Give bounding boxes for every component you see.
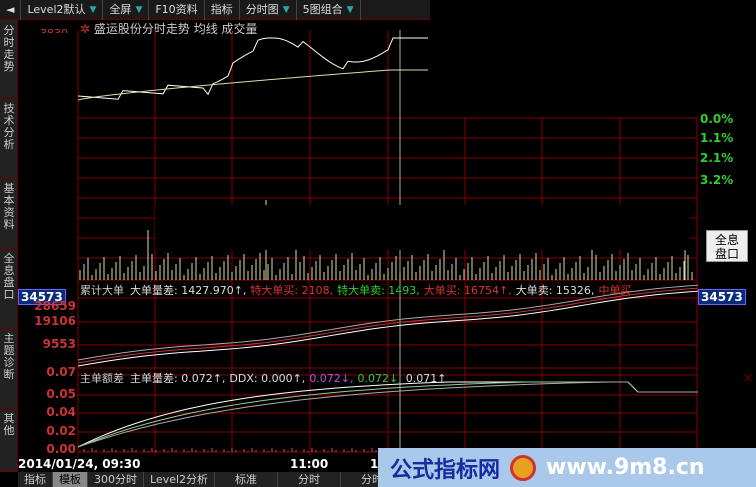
dropdown-icon[interactable]: ▼ [89, 5, 97, 15]
toolbar-item[interactable]: 指标 [205, 0, 240, 20]
sidebar-tab[interactable]: 技术分析 [0, 100, 18, 180]
sidebar-tab[interactable]: 全息盘口 [0, 250, 18, 330]
big-order-right-value: 34573 [698, 289, 746, 305]
legend-item: 0.072↓, [357, 372, 402, 385]
big-order-y-label: 19106 [34, 314, 76, 328]
quanxi-panel-button[interactable]: 全息 盘口 [706, 230, 748, 262]
bottom-tab[interactable]: 指标 [18, 472, 53, 487]
legend-item: 0.072↓, [309, 372, 354, 385]
sidebar-tab[interactable]: 基本资料 [0, 180, 18, 250]
sidebar-tab[interactable]: 分时走势 [0, 22, 18, 100]
time-label-next: 1 [370, 457, 379, 471]
big-order-y-label: 28659 [34, 299, 76, 313]
main-order-y-label: 0.02 [46, 424, 76, 438]
back-button[interactable]: ◄ [0, 0, 22, 20]
time-label-1100: 11:00 [290, 457, 329, 471]
legend-item: 特大单买: 2108, [250, 284, 334, 297]
watermark-banner: 公式指标网 www.9m8.cn [378, 448, 756, 487]
bottom-tab[interactable]: 300分时 [88, 472, 144, 487]
sidebar-tab[interactable]: 主题诊断 [0, 330, 18, 410]
toolbar-item[interactable]: F10资料 [149, 0, 205, 20]
big-order-y-label: 9553 [42, 337, 76, 351]
legend-item: DDX: 0.000↑, [229, 372, 306, 385]
toolbar-item-label: 指标 [210, 3, 233, 16]
toolbar-item-label: Level2默认 [27, 3, 86, 16]
bottom-tabs: 指标 模板 300分时 Level2分析 标准 分时 分时 [18, 472, 405, 487]
legend-item: 中单买 [598, 284, 632, 297]
watermark-site-name: 公式指标网 [390, 457, 501, 483]
main-order-y-label: 0.04 [46, 405, 76, 419]
stock-icon: ✲ [80, 22, 94, 36]
back-arrow-icon: ◄ [6, 3, 15, 16]
main-order-y-label: 0.00 [46, 442, 76, 456]
bottom-tab[interactable]: 分时 [278, 472, 342, 487]
close-icon: × [742, 370, 754, 386]
percent-label: 3.2% [700, 173, 734, 187]
toolbar-item[interactable]: Level2默认 ▼ [21, 0, 104, 20]
masked-region [430, 20, 756, 117]
toolbar-item-label: 全屏 [109, 3, 132, 16]
main-order-legend: 主单额差 主单量差: 0.072↑, DDX: 0.000↑, 0.072↓, 0.07… [80, 370, 450, 386]
big-order-line [77, 290, 699, 367]
legend-item: 大单量差: 1427.970↑, [130, 284, 247, 297]
main-order-y-label: 0.07 [46, 365, 76, 379]
percent-label: 1.1% [700, 131, 734, 145]
bottom-tab[interactable]: Level2分析 [144, 472, 216, 487]
bottom-tab[interactable]: 模板 [53, 472, 88, 487]
main-order-y-label: 0.05 [46, 387, 76, 401]
toolbar-item[interactable]: 分时图 ▼ [240, 0, 297, 20]
time-axis: 2014/01/24, 09:30 11:00 1 [18, 457, 378, 472]
toolbar-item-label: 分时图 [245, 3, 279, 16]
big-order-left-value: 34573 [18, 289, 66, 305]
big-order-legend: 累计大单 大单量差: 1427.970↑, 特大单买: 2108, 特大单卖: 149… [80, 282, 697, 298]
watermark-url: www.9m8.cn [546, 455, 705, 480]
bottom-tab[interactable]: 标准 [215, 472, 279, 487]
price-line [77, 37, 428, 100]
percent-label: 2.1% [700, 151, 734, 165]
legend-title: 累计大单 [80, 284, 124, 297]
legend-item: 主单量差: 0.072↑, [130, 372, 226, 385]
big-order-line [77, 284, 699, 361]
dropdown-icon[interactable]: ▼ [346, 5, 354, 15]
legend-item: 特大单卖: 1493, [337, 284, 420, 297]
toolbar-item[interactable]: 5图组合 ▼ [297, 0, 361, 20]
dropdown-icon[interactable]: ▼ [282, 5, 290, 15]
top-price-label: 3830 [40, 27, 68, 33]
sidebar-tab[interactable]: 其他 [0, 410, 18, 472]
price-panel-title: ✲ 盛运股份分时走势 均线 成交量 [80, 22, 258, 36]
legend-title: 主单额差 [80, 372, 124, 385]
legend-item: 大单买: 16754↑, [423, 284, 512, 297]
big-order-line [77, 287, 699, 364]
toolbar: ◄ Level2默认 ▼ 全屏 ▼ F10资料 指标 分时图 ▼ 5图组合 ▼ [0, 0, 430, 20]
toolbar-item-label: 5图组合 [302, 3, 343, 16]
masked-region [155, 205, 690, 250]
legend-item: 大单卖: 15326, [515, 284, 595, 297]
legend-item: 0.071↑ [405, 372, 447, 385]
sidebar: 分时走势 技术分析 基本资料 全息盘口 主题诊断 其他 [0, 20, 18, 472]
toolbar-item[interactable]: 全屏 ▼ [103, 0, 150, 20]
average-line [77, 69, 428, 101]
main-order-line [77, 381, 698, 448]
time-label-start: 2014/01/24, 09:30 [18, 457, 141, 471]
watermark-logo-icon [510, 454, 537, 481]
dropdown-icon[interactable]: ▼ [135, 5, 143, 15]
percent-label: 0.0% [700, 112, 734, 126]
toolbar-item-label: F10资料 [155, 3, 198, 16]
